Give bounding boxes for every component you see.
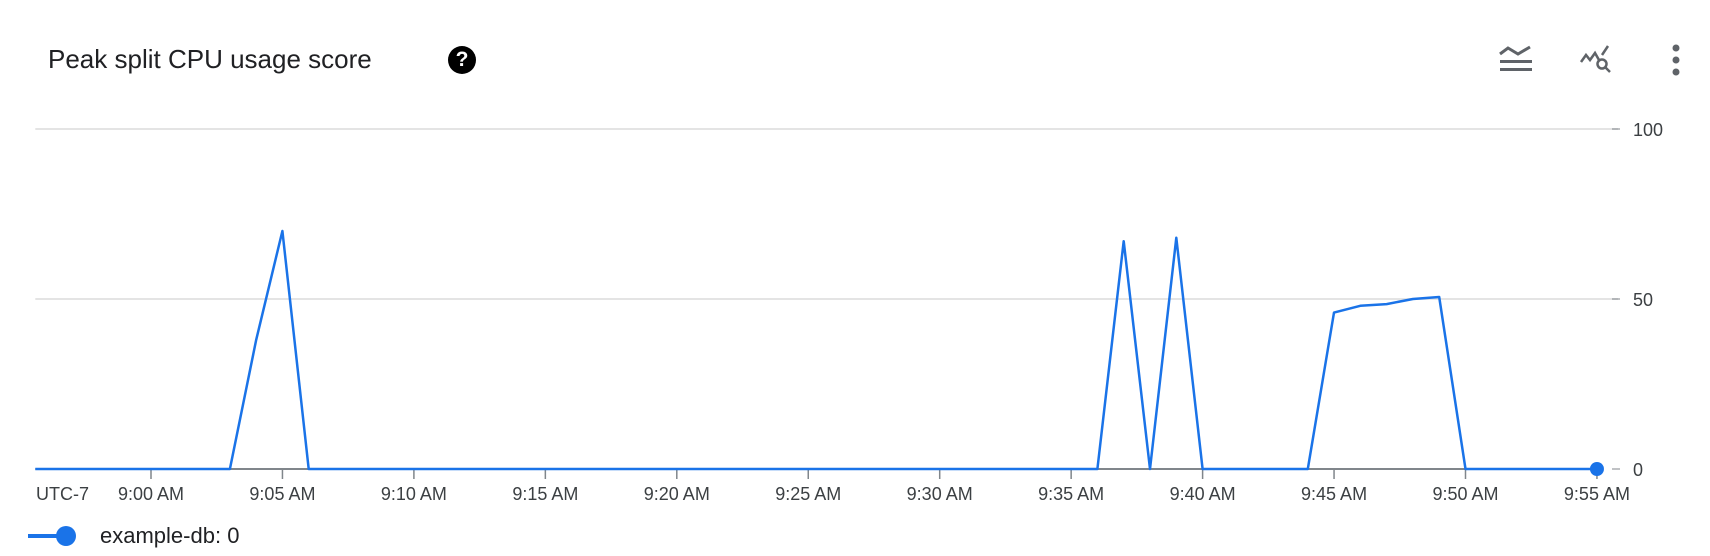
y-tick-label: 0 [1633,460,1643,480]
chart-title: Peak split CPU usage score [48,44,372,74]
legend-swatch-icon [28,526,76,546]
explore-chart-icon[interactable] [1578,40,1618,80]
x-tick-label: 9:40 AM [1170,484,1236,504]
x-tick-label: 9:00 AM [118,484,184,504]
more-options-icon[interactable] [1656,40,1696,80]
x-tick-label: 9:55 AM [1564,484,1630,504]
legend-series-name: example-db: [100,523,222,548]
x-tick-label: 9:35 AM [1038,484,1104,504]
timezone-label: UTC-7 [36,484,89,504]
x-tick-label: 9:20 AM [644,484,710,504]
legend-value: 0 [227,523,240,548]
x-tick-label: 9:25 AM [775,484,841,504]
x-tick-label: 9:45 AM [1301,484,1367,504]
series-last-point [1589,462,1604,476]
series-line-example-db [35,229,1597,471]
x-tick-label: 9:50 AM [1432,484,1498,504]
line-chart: 0 50 100 UTC-7 9:00 AM 9:05 AM 9:10 AM 9:15 AM 9… [35,120,1663,504]
y-tick-label: 50 [1633,290,1653,310]
x-tick-label: 9:10 AM [381,484,447,504]
legend-toggle-icon[interactable] [1496,40,1536,80]
x-tick-label: 9:15 AM [512,484,578,504]
x-tick-label: 9:05 AM [249,484,315,504]
legend-item[interactable]: example-db: 0 [28,523,239,549]
x-tick-label: 9:30 AM [907,484,973,504]
help-circle-icon[interactable]: ? [448,46,476,74]
y-tick-label: 100 [1633,120,1663,140]
